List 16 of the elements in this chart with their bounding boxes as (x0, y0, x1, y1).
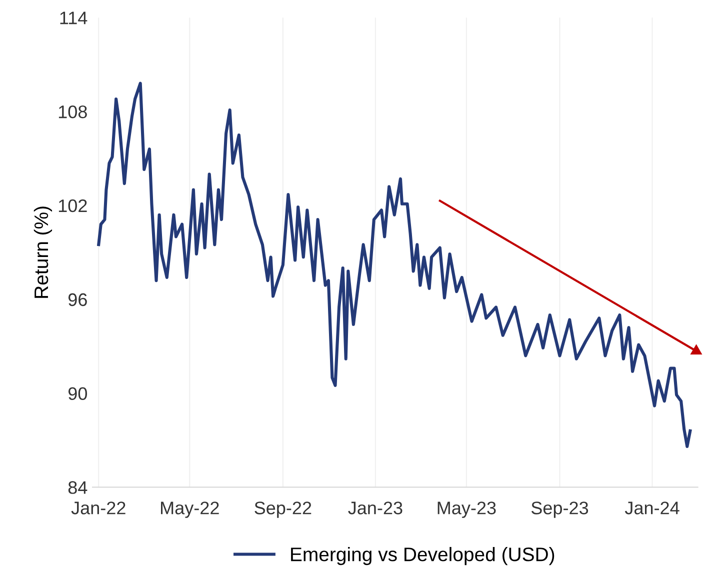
x-tick-label: Jan-22 (71, 502, 126, 514)
y-tick-label: 84 (68, 481, 88, 494)
x-tick-label: Jan-24 (624, 502, 680, 514)
y-tick-label: 90 (68, 387, 87, 400)
line-series (97, 82, 692, 448)
x-tick-label: Sep-23 (531, 502, 588, 518)
y-tick-label: 102 (58, 199, 87, 212)
y-tick-label: 96 (68, 293, 87, 306)
x-tick-label: May-23 (438, 502, 496, 518)
x-tick-label: Sep-22 (254, 502, 312, 518)
x-tick-label: Jan-23 (348, 502, 402, 514)
y-axis-title: Return (%) (34, 206, 52, 298)
y-tick-label: 114 (60, 12, 88, 24)
y-tick-label: 108 (58, 105, 87, 118)
legend-label: Emerging vs Developed (USD) (291, 546, 554, 566)
x-tick-label: May-22 (161, 502, 219, 518)
